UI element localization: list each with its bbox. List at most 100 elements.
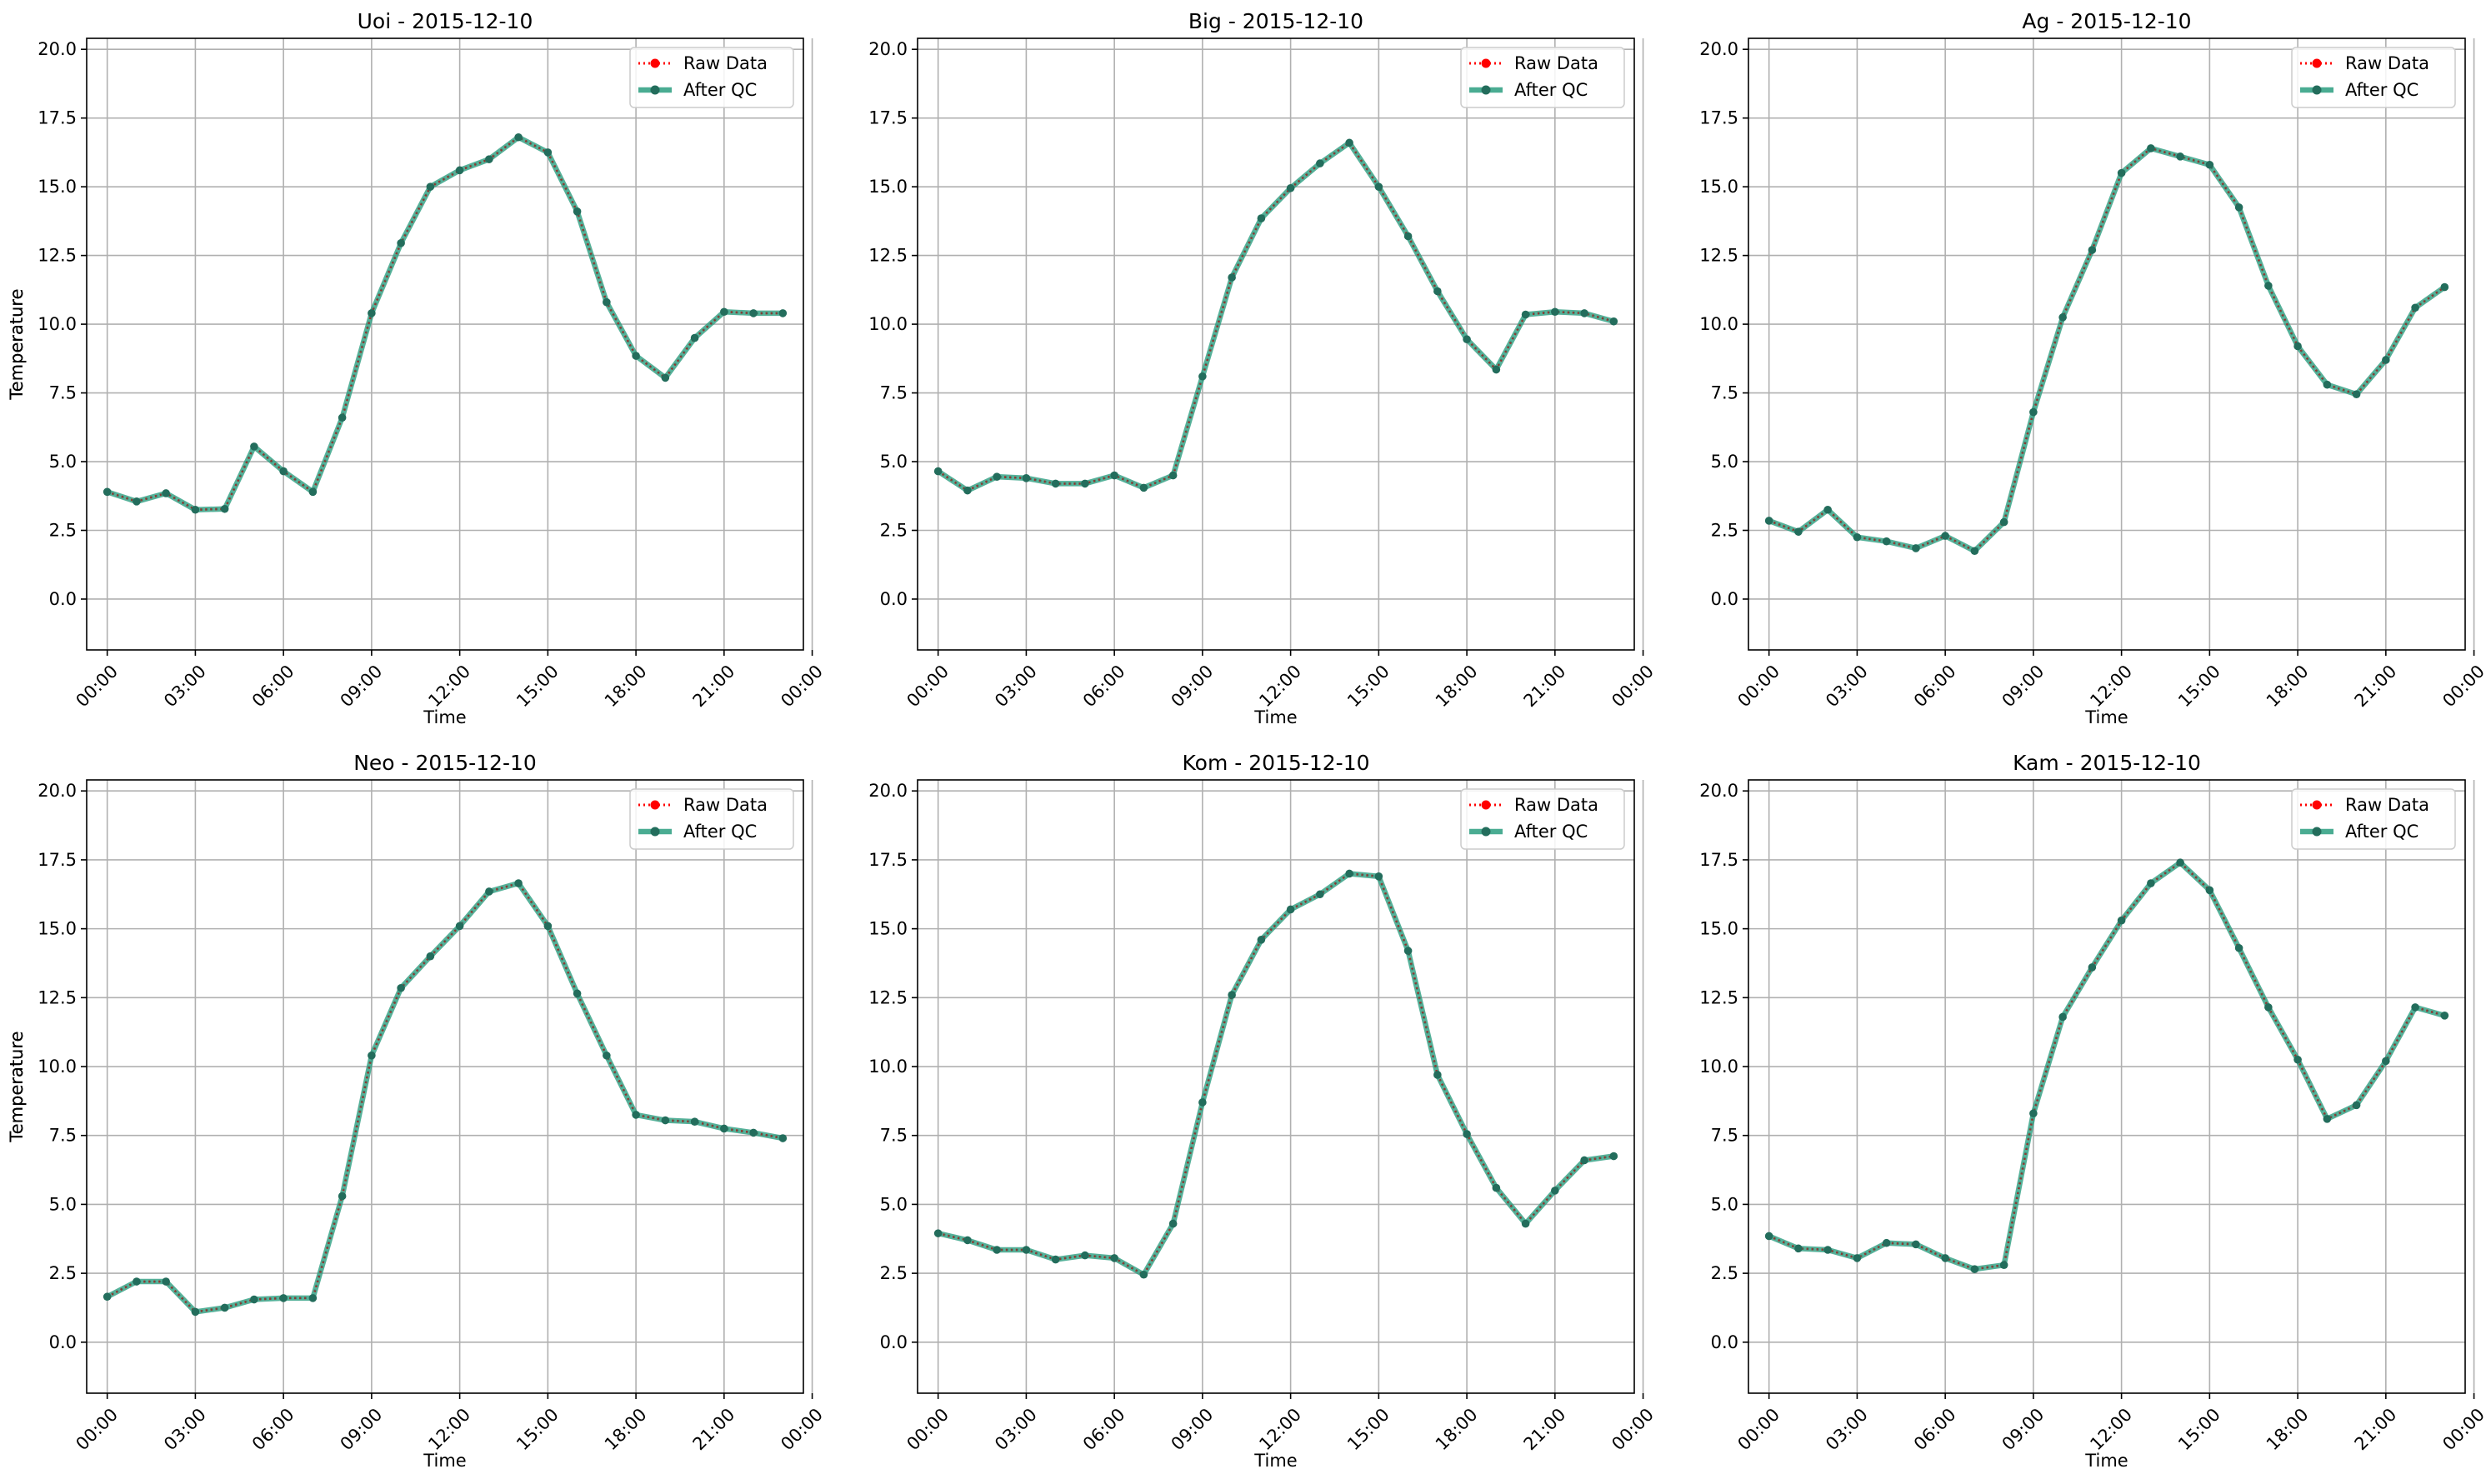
y-tick-label: 12.5 bbox=[1699, 987, 1738, 1007]
data-point-after-qc bbox=[632, 1111, 640, 1119]
data-point-after-qc bbox=[133, 497, 141, 506]
data-point-after-qc bbox=[1551, 1187, 1559, 1195]
legend-label-after-qc: After QC bbox=[683, 822, 757, 842]
y-tick-label: 10.0 bbox=[868, 314, 908, 334]
x-axis-label: Time bbox=[1253, 1451, 1297, 1471]
legend-marker-after-qc bbox=[1481, 85, 1491, 95]
data-point-after-qc bbox=[338, 1192, 347, 1201]
y-tick-label: 5.0 bbox=[880, 452, 908, 472]
data-point-after-qc bbox=[543, 148, 553, 157]
legend-label-after-qc: After QC bbox=[2345, 80, 2418, 100]
series-overlay-after-qc bbox=[107, 136, 783, 511]
data-point-after-qc bbox=[2147, 144, 2155, 152]
y-axis-label: Temperature bbox=[7, 288, 27, 400]
x-tick-label: 03:00 bbox=[160, 1405, 210, 1455]
y-tick-label: 12.5 bbox=[38, 987, 77, 1007]
legend: Raw Data After QC bbox=[629, 788, 794, 850]
series-line-after-qc bbox=[104, 134, 786, 513]
x-tick-label: 06:00 bbox=[1910, 662, 1960, 712]
y-tick-label: 15.0 bbox=[868, 919, 908, 939]
x-tick-label: 12:00 bbox=[1255, 1405, 1305, 1455]
data-point-after-qc bbox=[426, 952, 435, 961]
legend: Raw Data After QC bbox=[2291, 47, 2456, 108]
data-point-after-qc bbox=[1022, 474, 1031, 482]
data-point-after-qc bbox=[1764, 517, 1773, 525]
legend: Raw Data After QC bbox=[629, 47, 794, 108]
series-line-raw-data bbox=[938, 872, 1614, 1277]
data-point-after-qc bbox=[1168, 471, 1178, 480]
plot-frame bbox=[1748, 779, 2466, 1394]
data-point-after-qc bbox=[133, 1277, 141, 1286]
x-tick-label: 18:00 bbox=[601, 1405, 651, 1455]
chart-title: Kam - 2015-12-10 bbox=[2013, 751, 2201, 775]
x-tick-label: 06:00 bbox=[1079, 1405, 1129, 1455]
plot-frame bbox=[917, 37, 1635, 651]
data-point-after-qc bbox=[1433, 1071, 1442, 1079]
x-tick-label: 06:00 bbox=[248, 1405, 298, 1455]
data-point-after-qc bbox=[1286, 905, 1295, 914]
data-point-after-qc bbox=[1882, 1238, 1891, 1247]
y-tick-label: 12.5 bbox=[868, 987, 908, 1007]
data-point-after-qc bbox=[1345, 138, 1353, 147]
data-point-after-qc bbox=[1853, 1254, 1862, 1262]
y-tick-label: 15.0 bbox=[38, 919, 77, 939]
legend-marker-raw-data bbox=[650, 800, 660, 810]
legend-label-raw-data: Raw Data bbox=[2345, 795, 2429, 815]
series-overlay-after-qc bbox=[1768, 861, 2445, 1271]
series-overlay-after-qc bbox=[107, 882, 783, 1313]
data-point-after-qc bbox=[2411, 303, 2419, 312]
data-point-after-qc bbox=[778, 309, 788, 317]
y-tick-label: 10.0 bbox=[38, 314, 77, 334]
y-tick-label: 17.5 bbox=[1699, 850, 1738, 870]
legend-label-after-qc: After QC bbox=[1514, 80, 1588, 100]
x-tick-label: 00:00 bbox=[1608, 662, 1658, 712]
x-tick-label: 21:00 bbox=[1520, 662, 1570, 712]
x-tick-label: 00:00 bbox=[72, 662, 122, 712]
legend-label-after-qc: After QC bbox=[2345, 822, 2418, 842]
data-point-after-qc bbox=[661, 1116, 670, 1125]
data-point-after-qc bbox=[368, 1051, 376, 1060]
data-point-after-qc bbox=[2088, 246, 2097, 254]
data-point-after-qc bbox=[2234, 943, 2243, 952]
data-point-after-qc bbox=[963, 486, 972, 495]
data-point-after-qc bbox=[690, 1117, 699, 1126]
y-axis-label: Temperature bbox=[7, 288, 27, 400]
data-point-after-qc bbox=[1168, 1219, 1178, 1228]
data-point-after-qc bbox=[1794, 527, 1803, 536]
data-point-after-qc bbox=[103, 1292, 112, 1302]
data-point-after-qc bbox=[603, 1051, 611, 1060]
data-point-after-qc bbox=[1764, 1232, 1773, 1241]
x-tick-label: 06:00 bbox=[248, 662, 298, 712]
x-tick-label: 00:00 bbox=[72, 1405, 122, 1455]
data-point-after-qc bbox=[2029, 407, 2038, 417]
x-tick-label: 15:00 bbox=[1343, 1405, 1393, 1455]
x-tick-label: 18:00 bbox=[1432, 1405, 1482, 1455]
series-line-raw-data bbox=[107, 136, 783, 512]
series-line-raw-data bbox=[107, 882, 783, 1313]
data-point-after-qc bbox=[1051, 1255, 1060, 1264]
data-point-after-qc bbox=[1463, 335, 1471, 344]
data-point-after-qc bbox=[103, 487, 112, 497]
data-point-after-qc bbox=[308, 1294, 318, 1302]
y-tick-label: 15.0 bbox=[1699, 919, 1738, 939]
data-point-after-qc bbox=[1110, 1254, 1118, 1262]
data-point-after-qc bbox=[1198, 372, 1207, 381]
subplot: 0.0 2.5 5.0 7.5 10.0 12.5 15.0 17.5 20.0 00:00 03:… bbox=[7, 9, 2486, 727]
chart-title: Big - 2015-12-10 bbox=[1188, 9, 1363, 33]
y-tick-label: 7.5 bbox=[880, 383, 908, 403]
subplot: 0.0 2.5 5.0 7.5 10.0 12.5 15.0 17.5 20.0 00:00 03:… bbox=[7, 751, 1658, 1471]
data-point-after-qc bbox=[2264, 1003, 2273, 1012]
y-tick-label: 7.5 bbox=[1711, 383, 1738, 403]
data-point-after-qc bbox=[1970, 1265, 1979, 1273]
y-tick-label: 17.5 bbox=[868, 108, 908, 128]
x-tick-label: 18:00 bbox=[2263, 1405, 2313, 1455]
legend-label-raw-data: Raw Data bbox=[1514, 53, 1598, 73]
x-tick-label: 21:00 bbox=[689, 1405, 739, 1455]
data-point-after-qc bbox=[1492, 1183, 1501, 1192]
x-tick-label: 00:00 bbox=[777, 1405, 827, 1455]
y-tick-label: 15.0 bbox=[1699, 177, 1738, 197]
data-point-after-qc bbox=[279, 467, 288, 476]
data-point-after-qc bbox=[1463, 1130, 1471, 1138]
data-point-after-qc bbox=[2117, 168, 2126, 177]
data-point-after-qc bbox=[933, 1229, 943, 1237]
